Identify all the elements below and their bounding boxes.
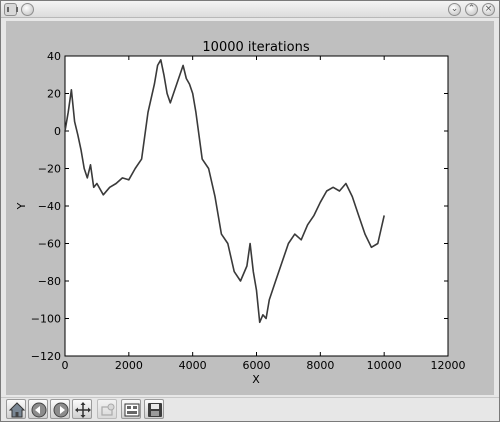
chart-title: 10000 iterations bbox=[202, 40, 309, 55]
series-group bbox=[64, 58, 385, 324]
y-axis-label: Y bbox=[15, 202, 28, 210]
x-tick-label: 8000 bbox=[306, 359, 334, 372]
line-chart: 10000 iterations X Y 0 2000 4000 6000 8000 10… bbox=[15, 40, 466, 386]
plot-axes-box bbox=[64, 55, 449, 357]
y-tick-label: 0 bbox=[54, 125, 61, 138]
home-icon bbox=[8, 402, 26, 418]
x-tick-label: 0 bbox=[62, 359, 69, 372]
window-menu-icon[interactable] bbox=[21, 3, 34, 16]
subplots-button[interactable] bbox=[121, 399, 141, 419]
back-button[interactable] bbox=[28, 399, 48, 419]
y-tick-label: −120 bbox=[31, 350, 61, 363]
minimize-glyph: ⌄ bbox=[450, 4, 459, 14]
close-glyph: × bbox=[484, 4, 493, 14]
save-button[interactable] bbox=[144, 399, 164, 419]
y-tick-label: 20 bbox=[47, 88, 61, 101]
app-logo-icon[interactable] bbox=[4, 3, 18, 16]
pan-arrows-icon bbox=[75, 402, 91, 418]
save-disk-icon bbox=[148, 403, 162, 417]
y-tick-label: −60 bbox=[38, 238, 61, 251]
maximize-glyph: ⌃ bbox=[467, 4, 476, 14]
y-tick-label: −100 bbox=[31, 313, 61, 326]
figure-canvas[interactable]: 10000 iterations X Y 0 2000 4000 6000 8000 10… bbox=[6, 21, 494, 395]
x-tick-label: 10000 bbox=[367, 359, 402, 372]
title-bar[interactable]: ⌄ ⌃ × bbox=[1, 1, 499, 18]
subplots-config-icon bbox=[124, 403, 140, 417]
x-tick-label: 4000 bbox=[179, 359, 207, 372]
y-tick-label: −80 bbox=[38, 275, 61, 288]
close-icon[interactable]: × bbox=[482, 3, 495, 16]
series-line bbox=[64, 58, 385, 324]
x-tick-label: 12000 bbox=[431, 359, 466, 372]
x-tick-label: 2000 bbox=[115, 359, 143, 372]
forward-arrow-icon bbox=[53, 402, 69, 418]
x-tick-label: 6000 bbox=[243, 359, 271, 372]
zoom-button[interactable] bbox=[97, 399, 117, 419]
axis-ticks: 0 2000 4000 6000 8000 10000 12000 40 20 0 −20 −40 −6… bbox=[31, 50, 466, 372]
zoom-rectangle-icon bbox=[101, 403, 115, 416]
minimize-icon[interactable]: ⌄ bbox=[448, 3, 461, 16]
home-button[interactable] bbox=[6, 399, 26, 419]
x-axis-label: X bbox=[252, 373, 260, 386]
y-tick-label: −40 bbox=[38, 200, 61, 213]
maximize-icon[interactable]: ⌃ bbox=[465, 3, 478, 16]
forward-button[interactable] bbox=[50, 399, 70, 419]
back-arrow-icon bbox=[31, 402, 47, 418]
pan-button[interactable] bbox=[72, 399, 92, 419]
y-tick-label: −20 bbox=[38, 163, 61, 176]
y-tick-label: 40 bbox=[47, 50, 61, 63]
navigation-toolbar bbox=[1, 397, 499, 421]
